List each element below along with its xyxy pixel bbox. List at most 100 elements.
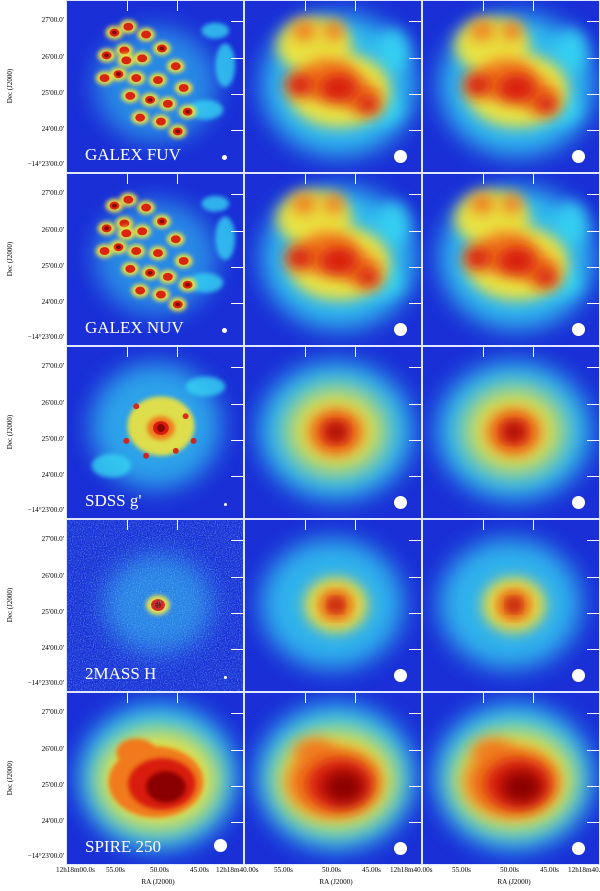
ra-tick-label: 45.00s (190, 866, 209, 874)
axis-tick (587, 367, 599, 368)
axis-tick (177, 520, 178, 530)
dec-tick-label: 24'00.0' (41, 817, 64, 825)
image-panel: GALEX FUV (66, 0, 244, 173)
axis-tick (587, 613, 599, 614)
axis-tick (305, 347, 306, 357)
image-panel (244, 519, 422, 692)
beam-size-marker (394, 496, 407, 509)
axis-tick (177, 174, 178, 184)
axis-tick (409, 822, 421, 823)
axis-tick (409, 440, 421, 441)
axis-tick (483, 347, 484, 357)
axis-tick (409, 231, 421, 232)
dec-tick-label: 24'00.0' (41, 471, 64, 479)
image-panel (244, 173, 422, 346)
beam-size-marker (394, 842, 407, 855)
axis-tick (587, 440, 599, 441)
axis-tick (231, 750, 243, 751)
axis-tick (533, 1, 534, 11)
axis-tick (587, 303, 599, 304)
axis-tick (305, 693, 306, 703)
axis-tick (127, 520, 128, 530)
axis-tick (587, 822, 599, 823)
axis-tick (231, 822, 243, 823)
axis-tick (587, 267, 599, 268)
axis-tick (355, 1, 356, 11)
galaxy-image (245, 520, 421, 691)
axis-tick (533, 520, 534, 530)
band-label: 2MASS H (85, 664, 157, 683)
image-panel: GALEX NUV (66, 173, 244, 346)
axis-tick (409, 404, 421, 405)
axis-tick (231, 713, 243, 714)
beam-size-marker (572, 323, 585, 336)
beam-size-marker (222, 328, 227, 333)
axis-tick (231, 231, 243, 232)
ra-tick-label: 50.00s (150, 866, 169, 874)
axis-tick (587, 476, 599, 477)
dec-tick-label: 27'00.0' (41, 535, 64, 543)
axis-tick (587, 94, 599, 95)
ra-tick-label: 12h18m40.00s (216, 866, 259, 874)
axis-tick (305, 174, 306, 184)
axis-tick (587, 750, 599, 751)
axis-tick (587, 194, 599, 195)
axis-tick (409, 476, 421, 477)
axis-tick (587, 713, 599, 714)
band-label: SPIRE 250 (85, 837, 162, 856)
axis-tick (231, 194, 243, 195)
axis-tick (409, 94, 421, 95)
axis-tick (587, 786, 599, 787)
dec-axis-title: Dec (J2000) (6, 760, 14, 796)
dec-tick-label: 25'00.0' (41, 262, 64, 270)
image-panel (422, 346, 600, 519)
axis-tick (409, 367, 421, 368)
ra-axis-title: RA (J2000) (319, 878, 353, 886)
beam-size-marker (572, 669, 585, 682)
axis-tick (231, 476, 243, 477)
galaxy-image (67, 174, 243, 345)
beam-size-marker (572, 150, 585, 163)
galaxy-image (245, 174, 421, 345)
ra-tick-label: 55.00s (452, 866, 471, 874)
dec-tick-label: −14°23'00.0' (27, 333, 64, 341)
dec-tick-label: 26'00.0' (41, 572, 64, 580)
galaxy-image (67, 693, 243, 864)
dec-tick-label: 26'00.0' (41, 399, 64, 407)
axis-tick (409, 786, 421, 787)
axis-tick (305, 520, 306, 530)
axis-tick (409, 613, 421, 614)
galaxy-image (245, 693, 421, 864)
dec-tick-label: 25'00.0' (41, 781, 64, 789)
axis-tick (231, 440, 243, 441)
beam-size-marker (394, 150, 407, 163)
axis-tick (231, 303, 243, 304)
dec-tick-label: 27'00.0' (41, 16, 64, 24)
axis-tick (231, 649, 243, 650)
image-panel (244, 692, 422, 865)
axis-tick (587, 21, 599, 22)
axis-tick (231, 404, 243, 405)
axis-tick (409, 303, 421, 304)
dec-tick-label: 27'00.0' (41, 189, 64, 197)
image-panel (244, 346, 422, 519)
galaxy-image (423, 520, 599, 691)
axis-tick (231, 786, 243, 787)
dec-tick-label: 26'00.0' (41, 53, 64, 61)
axis-tick (231, 613, 243, 614)
axis-tick (587, 404, 599, 405)
dec-axis-title: Dec (J2000) (6, 68, 14, 104)
ra-tick-label: 55.00s (106, 866, 125, 874)
ra-tick-label: 12h18m40.00s (390, 866, 433, 874)
axis-tick (127, 174, 128, 184)
axis-tick (409, 21, 421, 22)
y-axis-labels: Dec (J2000) 27'00.0' 26'00.0' 25'00.0' 24'00… (0, 0, 66, 865)
axis-tick (409, 540, 421, 541)
band-label: GALEX NUV (85, 318, 184, 337)
ra-tick-label: 55.00s (274, 866, 293, 874)
beam-size-marker (224, 503, 227, 506)
ra-tick-label: 12h18m00.0s (56, 866, 95, 874)
galaxy-image (67, 1, 243, 172)
dec-axis-title: Dec (J2000) (6, 241, 14, 277)
dec-tick-label: 26'00.0' (41, 745, 64, 753)
